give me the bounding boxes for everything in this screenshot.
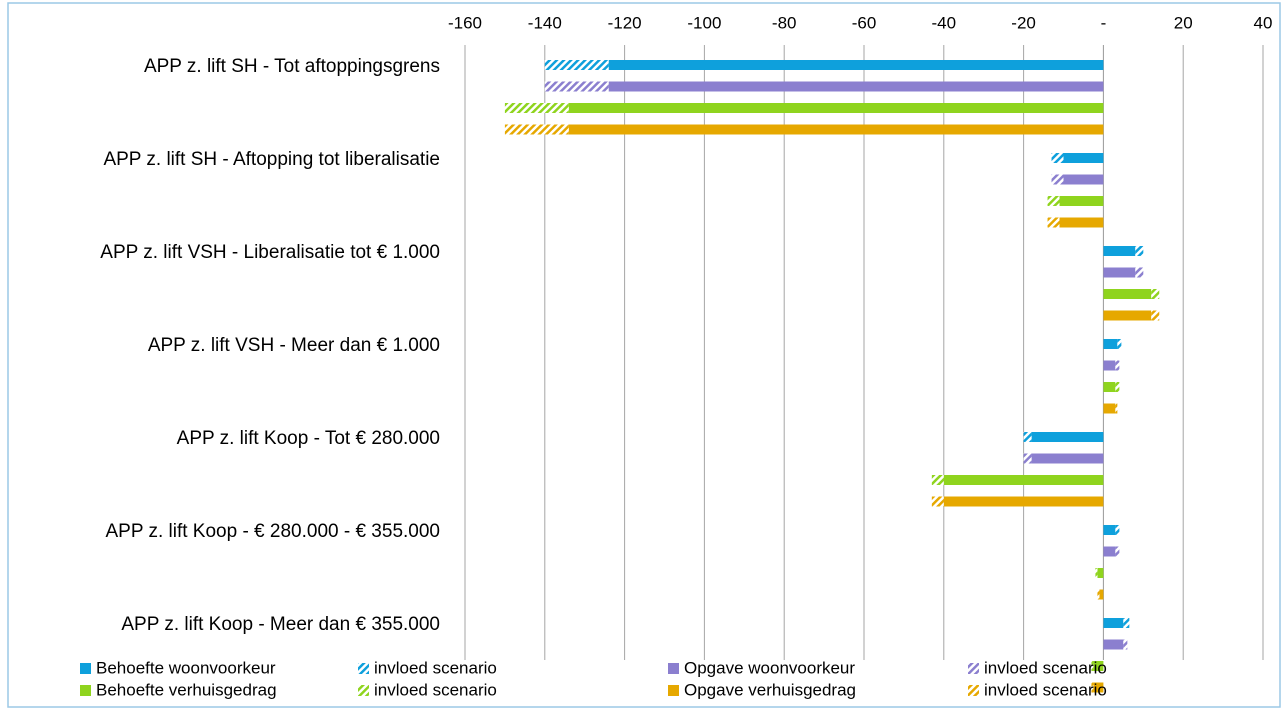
legend-swatch (668, 663, 679, 674)
x-tick-label: 20 (1174, 13, 1193, 32)
x-tick-label: -120 (608, 13, 642, 32)
scenario-bar (1097, 589, 1100, 600)
x-tick-label: -160 (448, 13, 482, 32)
bar (568, 103, 1104, 113)
legend-label: invloed scenario (984, 658, 1107, 677)
bar (1063, 153, 1104, 163)
scenario-bar (1051, 174, 1064, 185)
chart-border (7, 2, 1281, 708)
x-tick-label: -20 (1011, 13, 1036, 32)
x-tick-label: -100 (687, 13, 721, 32)
x-tick-label: 40 (1254, 13, 1273, 32)
legend-label: invloed scenario (984, 680, 1107, 699)
legend-label: Behoefte verhuisgedrag (96, 680, 277, 699)
bar (943, 496, 1104, 507)
x-tick-label: -140 (528, 13, 562, 32)
scenario-bar (1095, 568, 1098, 578)
category-label: APP z. lift SH - Tot aftoppingsgrens (144, 56, 440, 77)
bar (943, 475, 1104, 485)
bar (1103, 310, 1152, 321)
legend-label: Behoefte woonvoorkeur (96, 658, 276, 677)
x-tick-label: -80 (772, 13, 797, 32)
legend-swatch (80, 663, 91, 674)
scenario-bar (1047, 196, 1060, 206)
scenario-bar (1135, 246, 1144, 256)
scenario-bar (1151, 310, 1160, 321)
bar (1103, 246, 1136, 256)
scenario-bar (1115, 525, 1120, 535)
legend-swatch (80, 685, 91, 696)
category-label: APP z. lift Koop - Meer dan € 355.000 (121, 614, 440, 635)
scenario-bar (1115, 403, 1118, 414)
legend-label: invloed scenario (374, 680, 497, 699)
bar (568, 124, 1104, 135)
bar (1103, 382, 1116, 392)
category-label: APP z. lift SH - Aftopping tot liberalis… (103, 149, 440, 170)
legend-label: Opgave woonvoorkeur (684, 658, 855, 677)
scenario-bar (1123, 639, 1128, 650)
bar (1099, 589, 1104, 600)
bar (1103, 525, 1116, 535)
scenario-bar (1115, 546, 1120, 557)
scenario-bar (1023, 453, 1032, 464)
scenario-bar (504, 103, 569, 113)
legend-swatch (358, 685, 369, 696)
legend-label: invloed scenario (374, 658, 497, 677)
category-label: APP z. lift Koop - Tot € 280.000 (177, 428, 440, 449)
bar (1031, 453, 1104, 464)
x-tick-label: - (1101, 13, 1107, 32)
scenario-bar (544, 60, 609, 70)
category-label: APP z. lift Koop - € 280.000 - € 355.000 (106, 521, 441, 542)
scenario-bar (1091, 682, 1094, 693)
bar (1093, 661, 1104, 671)
bar (1103, 267, 1136, 278)
scenario-bar (1115, 360, 1120, 371)
scenario-bar (1123, 618, 1130, 628)
bar (1063, 174, 1104, 185)
bar (1103, 639, 1124, 650)
scenario-bar (1091, 661, 1094, 671)
legend-swatch (358, 663, 369, 674)
bar (1059, 196, 1104, 206)
legend-swatch (968, 685, 979, 696)
scenario-bar (931, 496, 944, 507)
scenario-bar (504, 124, 569, 135)
bar (1093, 682, 1104, 693)
legend-swatch (968, 663, 979, 674)
bar (608, 81, 1104, 92)
bar (1031, 432, 1104, 442)
bar (1103, 339, 1118, 349)
scenario-bar (544, 81, 609, 92)
category-label: APP z. lift VSH - Meer dan € 1.000 (148, 335, 440, 356)
scenario-bar (1051, 153, 1064, 163)
bar (1059, 217, 1104, 228)
bar (1097, 568, 1104, 578)
scenario-bar (1023, 432, 1032, 442)
scenario-bar (1151, 289, 1160, 299)
x-tick-label: -60 (852, 13, 877, 32)
category-label: APP z. lift VSH - Liberalisatie tot € 1.… (100, 242, 440, 263)
bar (608, 60, 1104, 70)
bar (1103, 360, 1116, 371)
scenario-bar (1115, 382, 1120, 392)
bar (1103, 403, 1116, 414)
bar (1103, 289, 1152, 299)
scenario-bar (1135, 267, 1144, 278)
legend-swatch (668, 685, 679, 696)
bar (1103, 546, 1116, 557)
bar (1103, 618, 1124, 628)
scenario-bar (1047, 217, 1060, 228)
scenario-bar (931, 475, 944, 485)
legend-label: Opgave verhuisgedrag (684, 680, 856, 699)
x-tick-label: -40 (932, 13, 957, 32)
scenario-bar (1117, 339, 1122, 349)
